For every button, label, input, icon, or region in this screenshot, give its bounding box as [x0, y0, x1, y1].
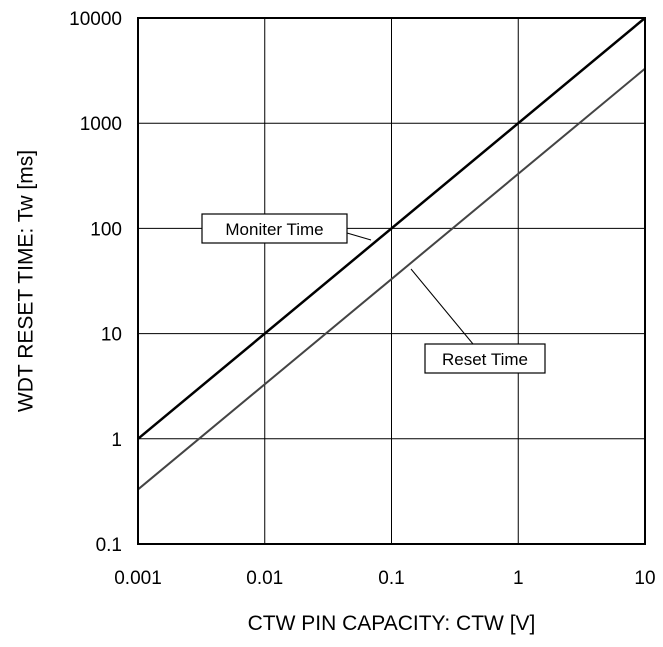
- y-axis-title: WDT RESET TIME: Tw [ms]: [15, 150, 38, 412]
- x-tick-label: 1: [513, 568, 524, 589]
- y-tick-label: 100: [90, 219, 122, 240]
- reset-time-label: Reset Time: [442, 350, 528, 369]
- series-line-moniter-time: [137, 17, 646, 440]
- x-tick-label: 0.01: [246, 568, 283, 589]
- series-layer: [137, 17, 646, 491]
- y-tick-label: 10: [101, 325, 122, 346]
- y-tick-label: 0.1: [96, 535, 122, 556]
- x-tick-label: 10: [634, 568, 655, 589]
- annotations: Moniter Time Reset Time: [201, 213, 546, 374]
- x-tick-label: 0.001: [114, 568, 162, 589]
- reset-time-leader-line: [410, 268, 474, 345]
- series-line-reset-time: [137, 67, 646, 491]
- plot-frame: [137, 17, 646, 545]
- moniter-time-label-box: [201, 213, 348, 244]
- x-tick-label: 0.1: [378, 568, 404, 589]
- y-tick-label: 10000: [69, 9, 122, 30]
- grid: [137, 17, 646, 545]
- y-tick-label: 1: [111, 430, 122, 451]
- moniter-time-leader-line: [346, 232, 372, 241]
- tick-labels: 0.001 0.01 0.1 1 10 0.1 1 10 100 1000 10000: [69, 9, 655, 589]
- reset-time-label-box: [424, 343, 546, 374]
- x-axis-title: CTW PIN CAPACITY: CTW [V]: [248, 612, 536, 635]
- moniter-time-label: Moniter Time: [225, 220, 323, 239]
- y-tick-label: 1000: [80, 114, 122, 135]
